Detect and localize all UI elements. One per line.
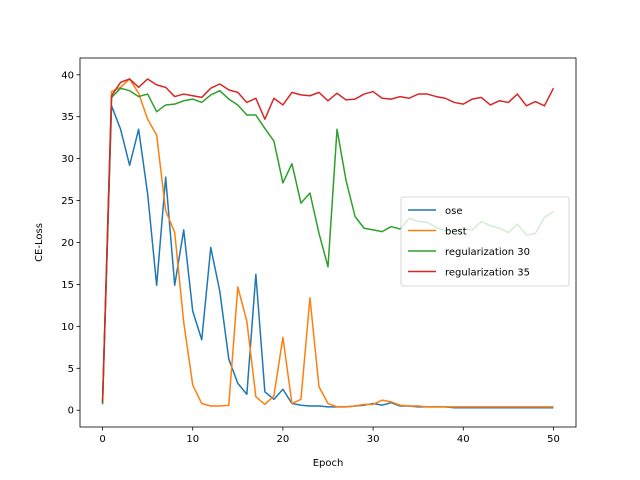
y-tick-label: 0 xyxy=(68,406,74,417)
y-tick-label: 10 xyxy=(61,322,74,333)
legend-label: regularization 35 xyxy=(445,268,530,279)
legend: ose best regularization 30 regularization 3… xyxy=(400,196,570,287)
ticks-layer: 0 10 20 30 40 50 0 5 10 15 20 25 30 35 40 xyxy=(61,70,560,445)
y-tick-label: 40 xyxy=(61,70,74,81)
y-tick-label: 35 xyxy=(61,112,74,123)
y-tick-label: 15 xyxy=(61,280,74,291)
x-tick-label: 10 xyxy=(186,434,199,445)
x-tick-label: 20 xyxy=(277,434,290,445)
legend-label: ose xyxy=(445,206,462,217)
y-tick-label: 30 xyxy=(61,154,74,165)
x-axis-label: Epoch xyxy=(313,458,344,469)
y-tick-label: 5 xyxy=(68,364,74,375)
series-line-1 xyxy=(101,78,554,408)
series-line-3 xyxy=(101,78,555,402)
y-tick-label: 25 xyxy=(61,196,74,207)
x-tick-label: 40 xyxy=(457,434,470,445)
x-tick-label: 30 xyxy=(367,434,380,445)
legend-label: best xyxy=(445,227,467,238)
legend-box xyxy=(400,196,570,287)
x-tick-label: 50 xyxy=(547,434,560,445)
y-tick-label: 20 xyxy=(61,238,74,249)
legend-label: regularization 30 xyxy=(445,247,530,258)
x-tick-label: 0 xyxy=(99,434,105,445)
y-axis-label: CE-Loss xyxy=(34,223,45,262)
